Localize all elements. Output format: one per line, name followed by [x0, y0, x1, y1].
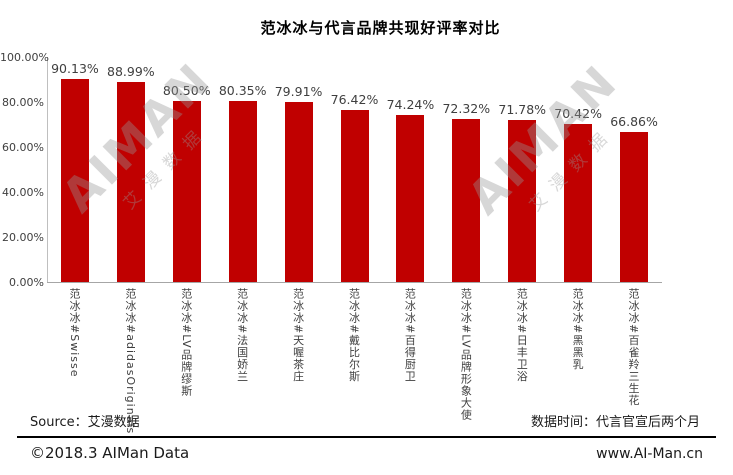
y-axis-line	[47, 57, 48, 282]
bar-7	[452, 119, 481, 282]
footer-source: Source：艾漫数据	[30, 415, 140, 430]
bar-value-label: 66.86%	[610, 113, 658, 129]
bar-value-label: 79.91%	[274, 84, 323, 100]
x-axis-category-label: 范冰冰#adidasOriginals	[123, 288, 137, 435]
bar-value-label: 72.32%	[442, 101, 491, 117]
bar-4	[284, 102, 313, 282]
y-axis-tick-label: 100.00%	[0, 51, 49, 64]
x-axis-category-label: 范冰冰#法国娇兰	[235, 288, 249, 383]
footer-copyright: ©2018.3 AIMan Data	[30, 444, 190, 462]
x-axis-category-label: 范冰冰#百得厨卫	[403, 288, 417, 383]
bar-5	[340, 110, 369, 282]
x-axis-category-label: 范冰冰#天喔茶庄	[291, 288, 305, 383]
bar-value-label: 80.35%	[218, 83, 267, 99]
footer-data-time: 数据时间：代言官宣后两个月	[530, 415, 700, 430]
bar-value-label: 74.24%	[386, 96, 435, 112]
footer-website: www.AI-Man.cn	[596, 446, 703, 462]
bar-value-label: 80.50%	[162, 82, 211, 98]
footer-divider	[17, 436, 716, 438]
bar-value-label: 90.13%	[51, 61, 99, 77]
bar-10	[620, 131, 649, 282]
bar-value-label: 76.42%	[330, 92, 379, 108]
bar-value-label: 88.99%	[107, 63, 155, 79]
x-axis-category-label: 范冰冰#黑黑乳	[571, 288, 585, 371]
x-axis-category-label: 范冰冰#Swisse	[67, 288, 81, 378]
x-axis-line	[47, 282, 662, 283]
y-axis-tick-label: 20.00%	[2, 231, 44, 244]
x-axis-category-label: 范冰冰#LV品牌缪斯	[179, 288, 193, 397]
x-axis-category-label: 范冰冰#百雀羚三生花	[627, 288, 641, 407]
y-axis-tick-label: 80.00%	[2, 96, 44, 109]
y-axis-tick-label: 60.00%	[2, 141, 44, 154]
bar-6	[396, 114, 425, 282]
x-axis-category-label: 范冰冰#LV品牌形象大使	[459, 288, 473, 421]
bar-9	[564, 123, 593, 282]
watermark-cn-text: 艾漫数据	[119, 120, 214, 214]
bar-3	[228, 101, 257, 282]
bar-0	[60, 79, 89, 282]
bar-8	[508, 120, 537, 282]
y-axis-tick-label: 0.00%	[9, 276, 44, 289]
y-axis-tick-label: 40.00%	[2, 186, 44, 199]
bar-value-label: 70.42%	[554, 105, 602, 121]
bar-1	[116, 81, 145, 282]
chart-title: 范冰冰与代言品牌共现好评率对比	[260, 19, 501, 37]
bar-value-label: 71.78%	[498, 102, 547, 118]
x-axis-category-label: 范冰冰#戴比尔斯	[347, 288, 361, 383]
x-axis-category-label: 范冰冰#日丰卫浴	[515, 288, 529, 383]
bar-2	[172, 100, 201, 282]
